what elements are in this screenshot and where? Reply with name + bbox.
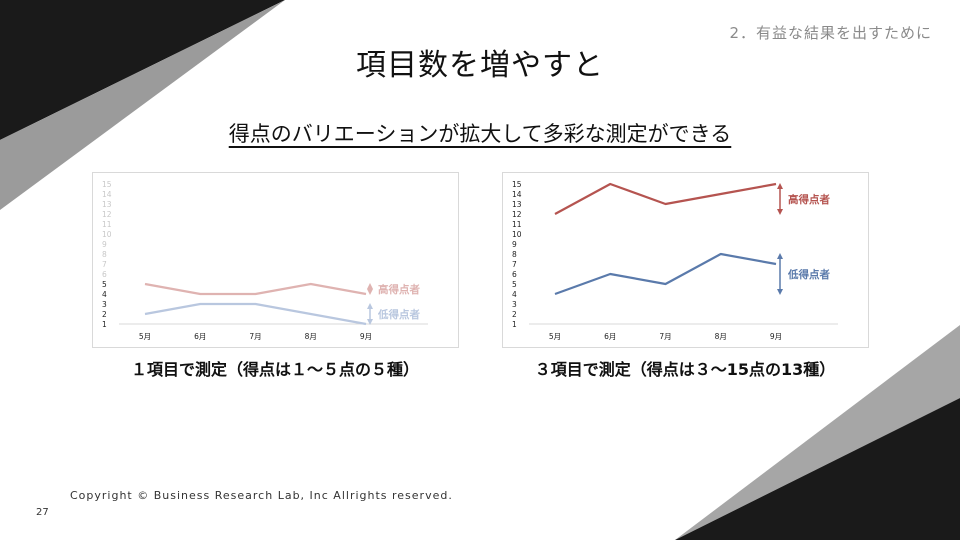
slide-title: 項目数を増やすと — [356, 48, 604, 83]
copyright-notice: Copyright © Business Research Lab, Inc A… — [70, 489, 453, 502]
range-arrow-head-top-low — [367, 303, 373, 309]
series-line-high — [144, 282, 367, 296]
range-arrow-head-bottom-low — [777, 289, 783, 295]
y-tick-label: 11 — [512, 220, 522, 229]
y-tick-label: 9 — [512, 240, 517, 249]
y-tick-label: 4 — [102, 290, 107, 299]
page-number: 27 — [36, 507, 49, 518]
x-tick-label: 9月 — [770, 332, 782, 341]
y-tick-label: 8 — [102, 250, 107, 259]
top-left-gray-triangle — [0, 0, 285, 210]
y-tick-label: 2 — [512, 310, 517, 319]
x-tick-label: 7月 — [659, 332, 671, 341]
x-tick-label: 6月 — [194, 332, 206, 341]
x-tick-label: 5月 — [549, 332, 561, 341]
x-tick-label: 6月 — [604, 332, 616, 341]
range-arrow-head-top-high — [777, 183, 783, 189]
y-tick-label: 7 — [102, 260, 107, 269]
bottom-right-gray-triangle — [675, 325, 960, 540]
legend-label-high: 高得点者 — [378, 283, 420, 296]
range-arrow-head-bottom-high — [777, 209, 783, 215]
chart-one-item: 1 2 3 4 5 6 7 8 9 10 11 12 13 14 15 5月 6月 7月 8月 9月 高得点者 低得点者 — [92, 172, 459, 348]
y-tick-label: 10 — [102, 230, 112, 239]
y-tick-label: 7 — [512, 260, 517, 269]
y-tick-label: 11 — [102, 220, 112, 229]
y-tick-label: 13 — [512, 200, 522, 209]
y-tick-label: 5 — [102, 280, 107, 289]
y-tick-label: 5 — [512, 280, 517, 289]
series-line-high — [554, 182, 777, 215]
chart-three-items: 1 2 3 4 5 6 7 8 9 10 11 12 13 14 15 5月 6月 7月 8月 9月 高得点者 低得点者 — [502, 172, 869, 348]
y-tick-label: 12 — [102, 210, 112, 219]
bottom-right-dark-triangle — [675, 398, 960, 540]
y-tick-label: 3 — [512, 300, 517, 309]
y-tick-label: 13 — [102, 200, 112, 209]
y-tick-label: 15 — [512, 180, 522, 189]
y-tick-label: 15 — [102, 180, 112, 189]
slide-subtitle: 得点のバリエーションが拡大して多彩な測定ができる — [0, 118, 960, 148]
slide-subtitle-text: 得点のバリエーションが拡大して多彩な測定ができる — [228, 122, 732, 146]
legend-label-low: 低得点者 — [377, 308, 420, 321]
range-arrow-head-bottom-low — [367, 319, 373, 325]
y-tick-label: 3 — [102, 300, 107, 309]
y-tick-label: 14 — [512, 190, 522, 199]
y-tick-label: 6 — [102, 270, 107, 279]
series-line-low — [554, 252, 777, 296]
y-tick-label: 2 — [102, 310, 107, 319]
y-tick-label: 9 — [102, 240, 107, 249]
range-arrow-head-top-high — [367, 283, 373, 289]
series-line-low — [144, 302, 367, 326]
y-tick-label: 6 — [512, 270, 517, 279]
legend-label-low: 低得点者 — [787, 268, 830, 281]
x-tick-label: 5月 — [139, 332, 151, 341]
y-tick-label: 1 — [512, 320, 517, 329]
caption-one-item: １項目で測定（得点は１～５点の５種） — [130, 360, 419, 379]
y-tick-label: 8 — [512, 250, 517, 259]
y-tick-label: 1 — [102, 320, 107, 329]
x-tick-label: 7月 — [249, 332, 261, 341]
y-tick-label: 10 — [512, 230, 522, 239]
y-tick-label: 12 — [512, 210, 522, 219]
range-arrow-head-top-low — [777, 253, 783, 259]
range-arrow-head-bottom-high — [367, 289, 373, 295]
x-tick-label: 8月 — [715, 332, 727, 341]
caption-three-items: ３項目で測定（得点は３～15点の13種） — [534, 360, 836, 379]
legend-label-high: 高得点者 — [788, 193, 830, 206]
x-tick-label: 9月 — [360, 332, 372, 341]
y-tick-label: 14 — [102, 190, 112, 199]
section-label: 2．有益な結果を出すために — [729, 24, 932, 42]
x-tick-label: 8月 — [305, 332, 317, 341]
y-tick-label: 4 — [512, 290, 517, 299]
